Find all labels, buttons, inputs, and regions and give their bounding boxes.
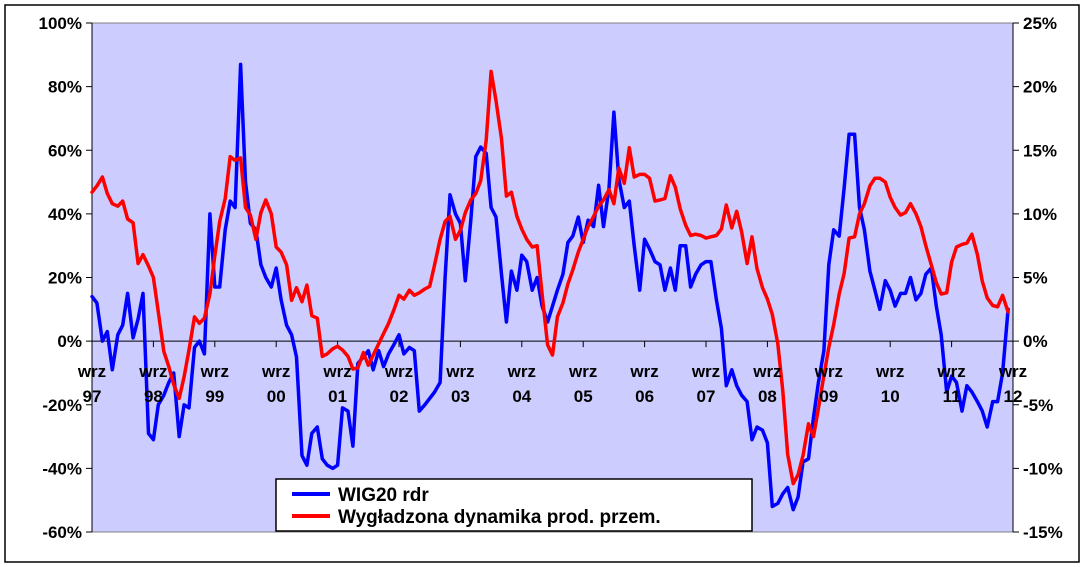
x-tick-label-year: 98	[144, 387, 163, 406]
x-tick-label-month: wrz	[507, 362, 536, 381]
x-tick-label-year: 07	[697, 387, 716, 406]
x-tick-label-month: wrz	[875, 362, 904, 381]
x-tick-label-month: wrz	[814, 362, 843, 381]
series-line-prod	[90, 69, 1010, 486]
x-tick-label-month: wrz	[568, 362, 597, 381]
y-left-tick-label: -60%	[42, 523, 82, 542]
x-tick-label-year: 01	[328, 387, 347, 406]
x-tick-label-month: wrz	[936, 362, 965, 381]
y-axis-right: -15% -10% -5% 0% 5% 10% 15% 20% 25%	[1012, 14, 1063, 542]
x-tick-label-month: wrz	[752, 362, 781, 381]
y-right-tick-label: 20%	[1023, 78, 1057, 97]
x-tick-label-month: wrz	[445, 362, 474, 381]
x-tick-label-year: 00	[267, 387, 286, 406]
x-tick-label-month: wrz	[998, 362, 1027, 381]
x-tick-labels: wrz 97 wrz 98 wrz 99 wrz 00 wrz 01 wrz 02 wrz 03 wrz 04…	[77, 362, 1027, 406]
x-tick-label-year: 08	[758, 387, 777, 406]
y-right-tick-label: 10%	[1023, 205, 1057, 224]
y-left-tick-label: 80%	[48, 78, 82, 97]
legend-label-wig20: WIG20 rdr	[338, 485, 429, 506]
x-tick-label-year: 05	[574, 387, 593, 406]
x-tick-label-year: 12	[1004, 387, 1023, 406]
x-tick-label-year: 10	[881, 387, 900, 406]
x-tick-label-year: 03	[451, 387, 470, 406]
x-tick-label-year: 97	[83, 387, 102, 406]
x-tick-label-month: wrz	[77, 362, 106, 381]
x-tick-label-month: wrz	[629, 362, 658, 381]
series-lines	[90, 62, 1010, 512]
y-axis-left: -60% -40% -20% 0% 20% 40% 60% 80% 100%	[39, 14, 93, 542]
y-right-tick-label: -10%	[1023, 459, 1063, 478]
y-right-tick-label: 25%	[1023, 14, 1057, 33]
x-tick-label-month: wrz	[200, 362, 229, 381]
x-tick-label-month: wrz	[322, 362, 351, 381]
y-right-tick-label: -15%	[1023, 523, 1063, 542]
x-tick-label-year: 11	[943, 387, 961, 406]
x-tick-label-month: wrz	[138, 362, 167, 381]
y-left-tick-label: 40%	[48, 205, 82, 224]
x-tick-label-year: 04	[512, 387, 531, 406]
y-left-tick-label: 20%	[48, 269, 82, 288]
y-left-tick-label: 60%	[48, 141, 82, 160]
x-tick-label-year: 06	[635, 387, 654, 406]
y-right-tick-label: 15%	[1023, 141, 1057, 160]
y-left-tick-label: -40%	[42, 459, 82, 478]
y-left-tick-label: -20%	[42, 396, 82, 415]
y-right-tick-label: 0%	[1023, 332, 1048, 351]
x-tick-label-month: wrz	[384, 362, 413, 381]
y-right-tick-label: -5%	[1023, 396, 1053, 415]
x-tick-label-year: 09	[819, 387, 838, 406]
y-left-tick-label: 100%	[39, 14, 82, 33]
x-tick-label-month: wrz	[261, 362, 290, 381]
y-left-tick-label: 0%	[57, 332, 82, 351]
y-right-tick-label: 5%	[1023, 269, 1048, 288]
x-tick-label-year: 99	[205, 387, 224, 406]
series-line-wig20	[90, 62, 1010, 512]
legend: WIG20 rdr Wygładzona dynamika prod. prze…	[275, 478, 753, 532]
plot-area	[91, 22, 1014, 533]
legend-box	[275, 478, 753, 532]
x-tick-label-month: wrz	[691, 362, 720, 381]
legend-label-prod: Wygładzona dynamika prod. przem.	[338, 507, 661, 528]
x-tick-label-year: 02	[390, 387, 409, 406]
